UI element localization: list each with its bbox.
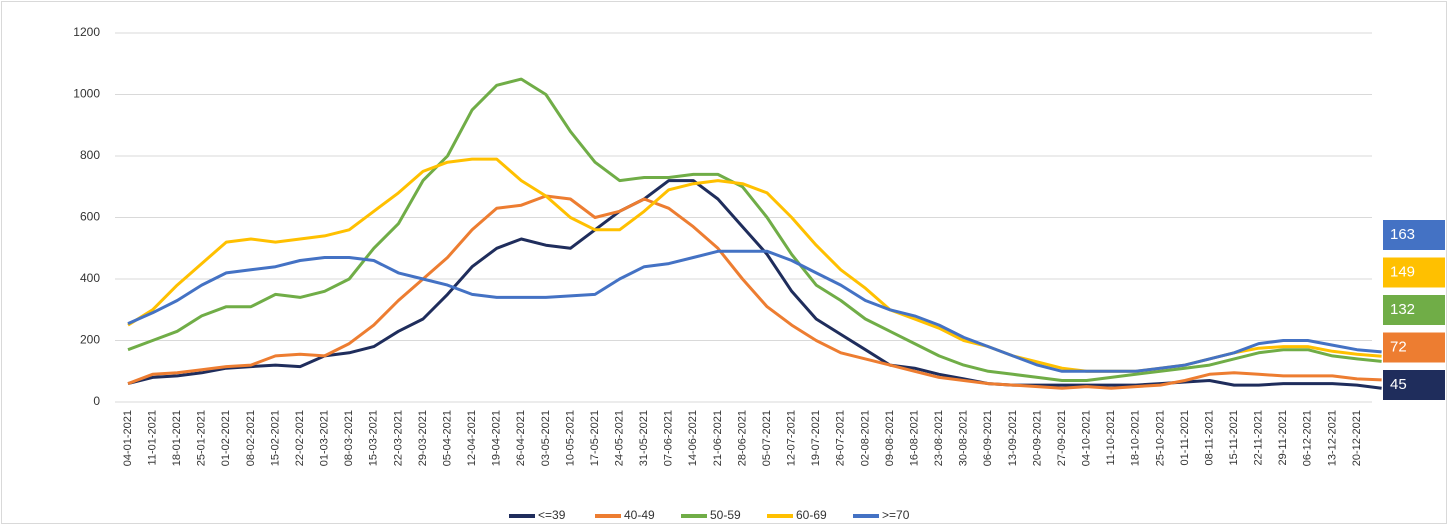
y-tick-label: 1200 <box>73 25 100 39</box>
x-tick-label: 05-07-2021 <box>761 410 773 466</box>
x-tick-label: 24-05-2021 <box>614 410 626 466</box>
x-tick-label: 06-09-2021 <box>982 410 994 466</box>
x-tick-label: 18-10-2021 <box>1130 410 1142 466</box>
end-value-label: 149 <box>1390 263 1415 280</box>
legend-label: <=39 <box>538 508 566 522</box>
x-tick-label: 12-07-2021 <box>786 410 798 466</box>
x-tick-label: 15-02-2021 <box>269 410 281 466</box>
end-value-label: 45 <box>1390 376 1407 393</box>
end-value-box <box>1383 220 1445 250</box>
x-tick-label: 01-02-2021 <box>220 410 232 466</box>
x-tick-label: 05-04-2021 <box>441 410 453 466</box>
x-tick-label: 27-09-2021 <box>1056 410 1068 466</box>
x-tick-label: 08-02-2021 <box>245 410 257 466</box>
x-tick-label: 31-05-2021 <box>638 410 650 466</box>
x-tick-label: 11-01-2021 <box>146 410 158 465</box>
x-tick-label: 19-07-2021 <box>810 410 822 466</box>
x-tick-label: 14-06-2021 <box>687 410 699 466</box>
y-tick-label: 400 <box>80 271 100 285</box>
x-tick-label: 18-01-2021 <box>171 410 183 466</box>
x-tick-label: 04-01-2021 <box>122 410 134 466</box>
end-value-box <box>1383 370 1445 400</box>
x-tick-label: 20-09-2021 <box>1031 410 1043 466</box>
x-tick-label: 17-05-2021 <box>589 410 601 466</box>
end-value-label: 163 <box>1390 226 1415 243</box>
x-tick-label: 21-06-2021 <box>712 410 724 466</box>
x-tick-label: 28-06-2021 <box>736 410 748 466</box>
x-tick-label: 01-03-2021 <box>319 410 331 466</box>
end-value-label: 132 <box>1390 301 1415 318</box>
x-tick-label: 10-05-2021 <box>564 410 576 466</box>
legend-label: >=70 <box>882 508 910 522</box>
legend-label: 40-49 <box>624 508 655 522</box>
x-tick-label: 04-10-2021 <box>1081 410 1093 466</box>
x-tick-label: 08-11-2021 <box>1203 410 1215 465</box>
series-line <box>127 77 1382 382</box>
x-tick-label: 08-03-2021 <box>343 410 355 466</box>
y-tick-label: 0 <box>93 394 100 408</box>
end-value-box <box>1383 295 1445 325</box>
x-tick-label: 13-09-2021 <box>1007 410 1019 466</box>
x-tick-label: 02-08-2021 <box>859 410 871 466</box>
x-tick-label: 09-08-2021 <box>884 410 896 466</box>
y-tick-label: 800 <box>80 148 100 162</box>
series-line <box>127 179 1382 390</box>
x-tick-label: 29-11-2021 <box>1277 410 1289 465</box>
x-tick-label: 25-01-2021 <box>196 410 208 466</box>
x-tick-label: 19-04-2021 <box>491 410 503 466</box>
x-tick-label: 12-04-2021 <box>466 410 478 466</box>
end-value-label: 72 <box>1390 338 1407 355</box>
end-value-box <box>1383 257 1445 288</box>
x-tick-label: 15-11-2021 <box>1228 410 1240 465</box>
x-tick-label: 22-11-2021 <box>1253 410 1265 465</box>
x-tick-label: 07-06-2021 <box>663 410 675 466</box>
y-tick-label: 1000 <box>73 87 100 101</box>
x-tick-label: 26-07-2021 <box>835 410 847 466</box>
x-tick-label: 26-04-2021 <box>515 410 527 466</box>
y-tick-label: 200 <box>80 333 100 347</box>
x-tick-label: 15-03-2021 <box>368 410 380 466</box>
legend-label: 50-59 <box>710 508 741 522</box>
x-tick-label: 01-11-2021 <box>1179 410 1191 465</box>
x-tick-label: 23-08-2021 <box>933 410 945 466</box>
x-tick-label: 03-05-2021 <box>540 410 552 466</box>
series-line <box>127 249 1382 373</box>
x-tick-label: 22-02-2021 <box>294 410 306 466</box>
x-tick-label: 20-12-2021 <box>1351 410 1363 466</box>
x-tick-label: 16-08-2021 <box>908 410 920 466</box>
y-tick-label: 600 <box>80 210 100 224</box>
legend-label: 60-69 <box>796 508 827 522</box>
end-value-box <box>1383 332 1445 363</box>
x-tick-label: 25-10-2021 <box>1154 410 1166 466</box>
x-tick-label: 29-03-2021 <box>417 410 429 466</box>
x-tick-label: 13-12-2021 <box>1326 410 1338 466</box>
x-tick-label: 30-08-2021 <box>958 410 970 466</box>
series-line <box>127 194 1382 390</box>
series-line <box>127 157 1382 373</box>
x-tick-label: 22-03-2021 <box>392 410 404 466</box>
x-tick-label: 11-10-2021 <box>1105 410 1117 465</box>
x-tick-label: 06-12-2021 <box>1302 410 1314 466</box>
